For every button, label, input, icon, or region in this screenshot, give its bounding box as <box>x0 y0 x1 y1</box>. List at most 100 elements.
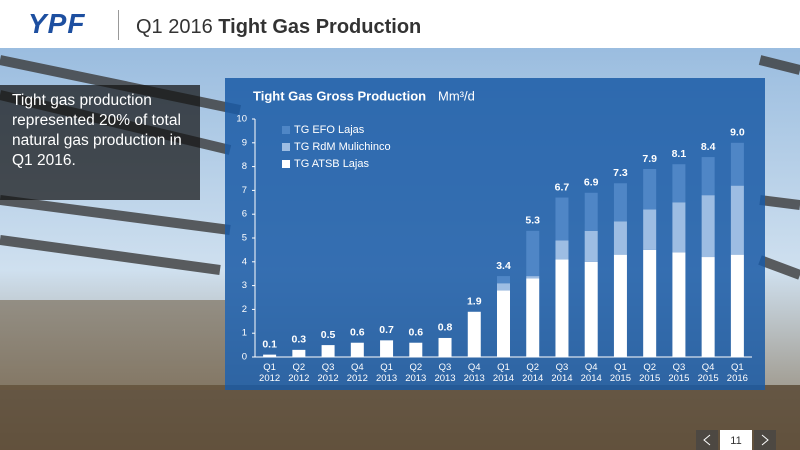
total-label: 8.1 <box>672 148 687 160</box>
y-tick-label: 1 <box>242 328 247 339</box>
total-label: 5.3 <box>525 215 540 227</box>
y-tick-label: 6 <box>242 209 247 220</box>
chart-title: Tight Gas Gross Production <box>253 88 426 103</box>
bar-segment <box>409 342 423 357</box>
y-tick-label: 7 <box>242 185 247 196</box>
x-tick-label: Q3 2013 <box>434 362 456 384</box>
total-label: 0.8 <box>438 322 453 334</box>
next-button[interactable] <box>754 430 776 450</box>
x-tick-label: Q1 2016 <box>726 362 748 384</box>
legend-swatch <box>282 160 290 168</box>
bar-segment <box>701 257 715 357</box>
x-tick-label: Q1 2012 <box>259 362 281 384</box>
page-box <box>720 430 752 450</box>
total-label: 0.7 <box>379 324 394 336</box>
bar-segment <box>584 261 598 357</box>
x-tick-label: Q3 2014 <box>551 362 573 384</box>
page-number: 11 <box>730 435 741 447</box>
x-tick-label: Q1 2015 <box>609 362 631 384</box>
bar-segment <box>497 276 510 284</box>
bar-segment <box>438 337 452 357</box>
bar-segment <box>730 142 744 186</box>
total-label: 0.6 <box>408 327 423 339</box>
total-label: 3.4 <box>496 260 511 272</box>
prev-button[interactable] <box>696 430 718 450</box>
total-label: 0.6 <box>350 327 365 339</box>
y-tick-label: 8 <box>242 161 247 172</box>
y-tick-label: 0 <box>242 352 247 363</box>
prev-arrow <box>703 434 711 446</box>
x-tick-label: Q3 2015 <box>668 362 690 384</box>
bar-segment <box>555 240 569 260</box>
bar-segment <box>526 276 540 279</box>
x-tick-label: Q2 2013 <box>405 362 427 384</box>
x-tick-label: Q2 2012 <box>288 362 310 384</box>
legend-swatch <box>282 143 290 151</box>
bar-segment <box>643 249 657 357</box>
total-label: 0.3 <box>292 334 307 346</box>
total-label: 9.0 <box>730 127 745 139</box>
total-label: 0.1 <box>262 338 277 350</box>
next-arrow <box>761 434 769 446</box>
legend-swatch <box>282 126 290 134</box>
legend-label: TG RdM Mulichinco <box>294 141 391 153</box>
bar-segment <box>643 209 657 250</box>
bar-segment <box>350 342 364 357</box>
total-label: 8.4 <box>701 141 716 153</box>
title-bold: Tight Gas Production <box>218 16 422 38</box>
x-tick-label: Q2 2014 <box>522 362 544 384</box>
bar-segment <box>555 259 569 357</box>
x-tick-label: Q4 2013 <box>463 362 485 384</box>
bar-segment <box>672 202 686 253</box>
chart-unit: Mm³/d <box>438 88 475 103</box>
bar-segment <box>292 349 306 357</box>
bar-segment <box>613 254 627 357</box>
side-note: Tight gas production represented 20% of … <box>0 85 200 200</box>
bar-segment <box>584 230 598 262</box>
bar-segment <box>555 197 569 241</box>
x-tick-label: Q4 2014 <box>580 362 602 384</box>
slide-title: Q1 2016 Tight Gas Production <box>136 16 421 39</box>
bar-segment <box>730 185 744 255</box>
legend-label: TG ATSB Lajas <box>294 158 369 170</box>
x-tick-label: Q1 2014 <box>492 362 515 384</box>
y-tick-label: 10 <box>236 114 247 125</box>
y-tick-label: 4 <box>242 256 247 267</box>
bar-segment <box>701 195 715 258</box>
bar-segment <box>672 252 686 357</box>
bar-segment <box>701 157 715 196</box>
bar-segment <box>526 278 540 357</box>
bar-segment <box>497 290 510 357</box>
bar-segment <box>730 254 744 357</box>
separator <box>118 10 119 40</box>
bar-segment <box>643 168 657 210</box>
bar-segment <box>672 164 686 203</box>
header: YPF Q1 2016 Tight Gas Production <box>0 0 800 48</box>
total-label: 6.9 <box>584 177 599 189</box>
x-tick-label: Q4 2015 <box>697 362 719 384</box>
pager: 11 <box>696 430 776 450</box>
y-tick-label: 2 <box>242 304 247 315</box>
bar-segment <box>613 183 627 222</box>
legend-label: TG EFO Lajas <box>294 124 365 136</box>
x-tick-label: Q4 2012 <box>346 362 368 384</box>
total-label: 6.7 <box>555 181 570 193</box>
total-label: 0.5 <box>321 329 336 341</box>
total-label: 1.9 <box>467 296 482 308</box>
total-label: 7.3 <box>613 167 628 179</box>
bar-segment <box>263 354 277 357</box>
bar-segment <box>467 311 481 357</box>
bar-segment <box>526 230 540 277</box>
y-tick-label: 3 <box>242 280 247 291</box>
title-prefix: Q1 2016 <box>136 16 213 38</box>
bar-segment <box>497 283 510 291</box>
bar-segment <box>613 221 627 255</box>
x-tick-label: Q2 2015 <box>639 362 661 384</box>
bar-segment <box>321 345 335 357</box>
x-tick-label: Q1 2013 <box>375 362 398 384</box>
logo: YPF <box>28 8 86 39</box>
x-tick-label: Q3 2012 <box>317 362 339 384</box>
y-tick-label: 9 <box>242 137 247 148</box>
